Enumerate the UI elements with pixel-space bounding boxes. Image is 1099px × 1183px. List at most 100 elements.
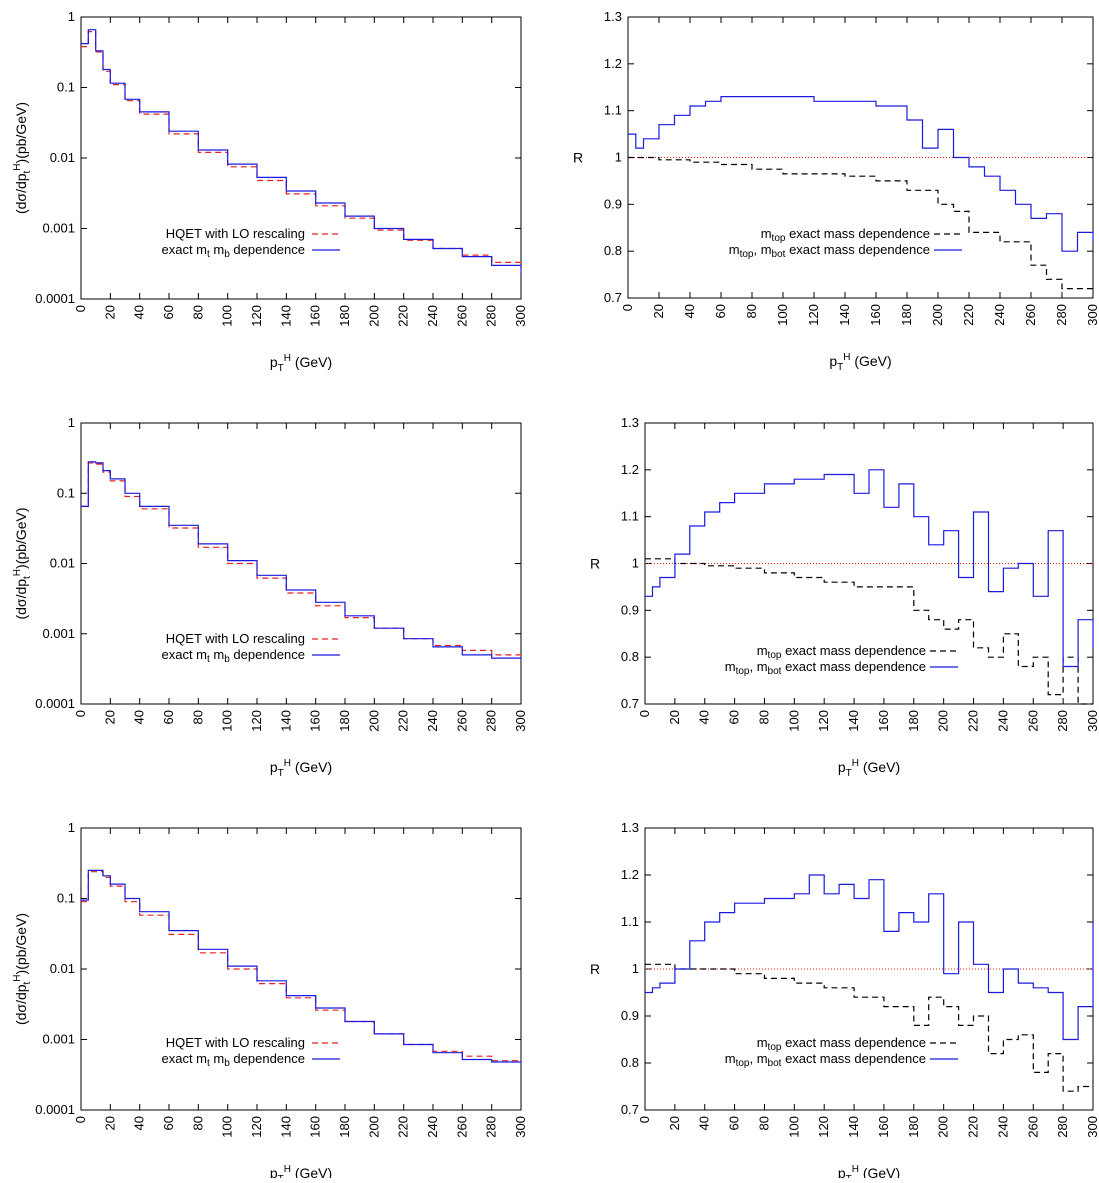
x-tick-label: 260 [1023, 304, 1038, 326]
x-tick-label: 200 [366, 305, 381, 327]
x-tick-label: 0 [73, 1116, 88, 1123]
x-tick-label: 220 [966, 710, 981, 732]
x-tick-label: 60 [713, 304, 728, 318]
axis-label-text: (GeV) [291, 354, 332, 370]
x-tick-label: 280 [1055, 1116, 1070, 1138]
y-tick-label: 1.3 [621, 415, 639, 430]
x-tick-label: 160 [308, 305, 323, 327]
x-tick-label: 200 [936, 710, 951, 732]
x-axis-label: pTH (GeV) [270, 1164, 332, 1178]
axis-label-superscript: H [284, 353, 291, 364]
legend-text: exact m [162, 647, 208, 662]
axis-label-text: (dσ/dp [13, 984, 29, 1025]
legend-label-bot: mtop, mbot exact mass dependence [725, 1051, 926, 1069]
x-tick-label: 140 [846, 1116, 861, 1138]
legend-label-hqet: HQET with LO rescaling [166, 1035, 305, 1050]
axis-label-text: p [838, 1165, 846, 1178]
y-tick-label: 0.9 [621, 602, 639, 617]
series-line-2 [81, 869, 522, 1064]
x-tick-label: 0 [73, 710, 88, 717]
legend-text: m [729, 242, 740, 257]
y-tick-label: 0.7 [621, 1102, 639, 1117]
chart-panel-2: 0 20 40 60 80 100 120 140 160 180 200 220 240 260 280 3… [573, 9, 1099, 373]
legend-subscript: t [207, 249, 210, 260]
x-tick-label: 300 [1085, 1116, 1099, 1138]
y-tick-label: 1 [68, 820, 75, 835]
axis-label-text: )(pb/GeV) [13, 507, 29, 568]
x-tick-label: 80 [756, 1116, 771, 1130]
x-tick-label: 180 [337, 305, 352, 327]
x-tick-label: 40 [132, 710, 147, 724]
plot-frame [80, 827, 522, 1111]
x-tick-label: 280 [484, 1116, 499, 1138]
x-tick-label: 280 [1054, 304, 1069, 326]
x-tick-label: 160 [876, 1116, 891, 1138]
x-tick-label: 100 [220, 305, 235, 327]
x-tick-label: 220 [966, 1116, 981, 1138]
x-tick-label: 240 [425, 1116, 440, 1138]
y-tick-label: 0.01 [50, 150, 75, 165]
x-tick-label: 20 [102, 1116, 117, 1130]
x-tick-label: 120 [816, 1116, 831, 1138]
axis-label-superscript: H [12, 974, 23, 981]
legend-label-bot: mtop, mbot exact mass dependence [725, 659, 926, 677]
series-line-2 [81, 29, 522, 275]
legend-subscript: bot [768, 666, 782, 677]
axis-label-subscript: T [846, 768, 852, 779]
legend-text: exact m [162, 1051, 208, 1066]
legend-subscript: t [207, 654, 210, 665]
x-tick-label: 20 [102, 710, 117, 724]
legend-text: m [725, 659, 736, 674]
y-axis-label: (dσ/dptH)(pb/GeV) [12, 102, 33, 214]
y-tick-label: 0.1 [57, 80, 75, 95]
x-tick-label: 180 [906, 1116, 921, 1138]
x-tick-label: 20 [667, 1116, 682, 1130]
y-tick-label: 1.1 [604, 103, 622, 118]
x-tick-label: 140 [278, 305, 293, 327]
x-tick-label: 220 [396, 710, 411, 732]
x-tick-label: 180 [337, 710, 352, 732]
legend-text: exact mass dependence [781, 643, 926, 658]
x-tick-label: 300 [513, 305, 528, 327]
legend-text: dependence [230, 647, 305, 662]
x-tick-label: 60 [161, 305, 176, 319]
y-tick-label: 0.8 [604, 243, 622, 258]
legend-subscript: top [768, 1042, 782, 1053]
axis-label-subscript: t [22, 576, 33, 579]
axis-label-text: p [270, 354, 278, 370]
axis-label-superscript: H [284, 1164, 291, 1175]
axis-label-text: p [270, 759, 278, 775]
legend-text: exact mass dependence [781, 659, 926, 674]
x-tick-label: 200 [936, 1116, 951, 1138]
axis-label-text: )(pb/GeV) [13, 913, 29, 974]
y-tick-label: 1 [632, 961, 639, 976]
x-tick-label: 100 [786, 1116, 801, 1138]
series-line-2 [645, 469, 1094, 668]
legend-subscript: b [224, 1058, 230, 1069]
x-tick-label: 20 [651, 304, 666, 318]
legend-subscript: top [772, 233, 786, 244]
x-tick-label: 180 [906, 710, 921, 732]
y-tick-label: 1.1 [621, 914, 639, 929]
x-tick-label: 100 [775, 304, 790, 326]
y-tick-label: 0.01 [50, 556, 75, 571]
x-tick-label: 240 [995, 710, 1010, 732]
x-tick-label: 140 [846, 710, 861, 732]
legend-subscript: bot [772, 249, 786, 260]
y-tick-label: 0.01 [50, 961, 75, 976]
y-tick-label: 0.001 [42, 221, 75, 236]
x-tick-label: 0 [73, 305, 88, 312]
chart-panel-3: 0 20 40 60 80 100 120 140 160 180 200 220 240 260 280 3… [12, 415, 528, 779]
x-tick-label: 160 [876, 710, 891, 732]
y-tick-label: 1.3 [604, 9, 622, 24]
y-axis-label: R [590, 961, 600, 977]
legend-subscript: t [207, 1058, 210, 1069]
axis-label-text: (GeV) [859, 1165, 900, 1178]
x-tick-label: 100 [220, 710, 235, 732]
legend-text: exact mass dependence [781, 1035, 926, 1050]
axis-label-superscript: H [843, 352, 850, 363]
legend-subscript: top [736, 1058, 750, 1069]
x-tick-label: 200 [366, 710, 381, 732]
x-tick-label: 160 [308, 1116, 323, 1138]
y-tick-label: 0.1 [57, 891, 75, 906]
